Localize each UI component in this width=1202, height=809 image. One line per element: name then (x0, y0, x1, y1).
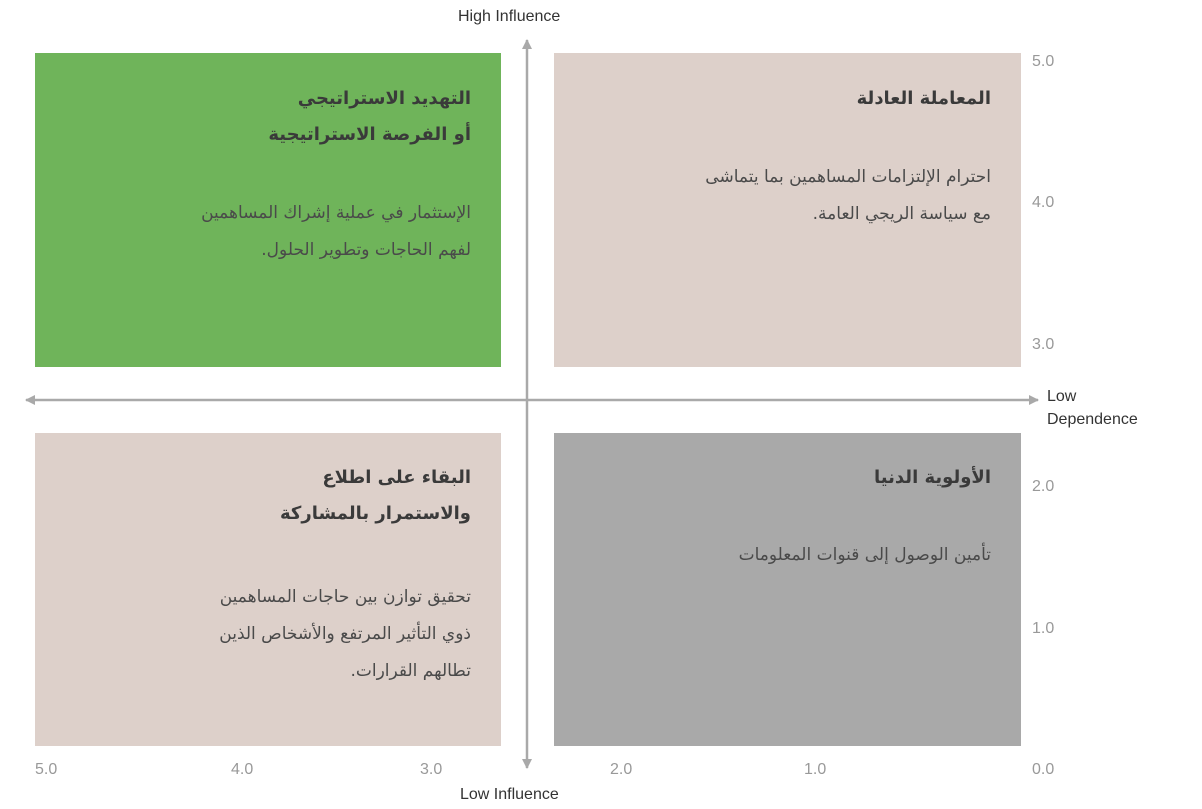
quadrant-body: تحقيق توازن بين حاجات المساهمين ذوي التأ… (219, 579, 471, 690)
y-tick-label: 5.0 (1032, 53, 1055, 70)
dependence-label-line: Low (1047, 388, 1077, 405)
body-line: لفهم الحاجات وتطوير الحلول. (261, 240, 471, 260)
title-line: البقاء على اطلاع (322, 467, 471, 488)
body-line: تحقيق توازن بين حاجات المساهمين (219, 587, 471, 607)
title-line: والاستمرار بالمشاركة (279, 503, 471, 524)
x-tick-label: 1.0 (804, 761, 827, 778)
quadrant-fair-treatment: المعاملة العادلة احترام الإلتزامات المسا… (554, 53, 1021, 367)
body-line: ذوي التأثير المرتفع والأشخاص الذين (219, 624, 471, 644)
y-tick-label: 1.0 (1032, 620, 1055, 637)
body-line: الإستثمار في عملية إشراك المساهمين (201, 203, 471, 223)
y-tick-label: 4.0 (1032, 194, 1055, 211)
title-line: التهديد الاستراتيجي (297, 88, 471, 109)
quadrant-title: التهديد الاستراتيجي أو الفرصة الاستراتيج… (268, 81, 471, 153)
x-tick-label: 4.0 (231, 761, 254, 778)
y-tick-label: 3.0 (1032, 336, 1055, 353)
quadrant-body: الإستثمار في عملية إشراك المساهمين لفهم … (201, 195, 471, 269)
quadrant-keep-informed: البقاء على اطلاع والاستمرار بالمشاركة تح… (35, 433, 501, 746)
quadrant-body: تأمين الوصول إلى قنوات المعلومات (739, 537, 991, 574)
x-tick-label: 2.0 (610, 761, 633, 778)
x-tick-label: 5.0 (35, 761, 58, 778)
quadrant-title: البقاء على اطلاع والاستمرار بالمشاركة (280, 460, 471, 532)
body-line: احترام الإلتزامات المساهمين بما يتماشى (705, 167, 991, 187)
quadrant-title: المعاملة العادلة (857, 81, 991, 117)
quadrant-strategic-threat: التهديد الاستراتيجي أو الفرصة الاستراتيج… (35, 53, 501, 367)
title-line: الأولوية الدنيا (874, 467, 991, 488)
low-influence-label: Low Influence (460, 786, 559, 803)
title-line: أو الفرصة الاستراتيجية (268, 124, 471, 145)
x-tick-label: 3.0 (420, 761, 443, 778)
dependence-label-line: Dependence (1047, 411, 1138, 428)
quadrant-lowest-priority: الأولوية الدنيا تأمين الوصول إلى قنوات ا… (554, 433, 1021, 746)
body-line: تطالهم القرارات. (350, 661, 471, 681)
y-tick-label: 0.0 (1032, 761, 1055, 778)
high-influence-label: High Influence (458, 8, 561, 25)
body-line: مع سياسة الريجي العامة. (812, 204, 991, 224)
body-line: تأمين الوصول إلى قنوات المعلومات (738, 545, 991, 565)
quadrant-title: الأولوية الدنيا (874, 460, 991, 496)
low-dependence-label: Low Dependence (1047, 385, 1138, 431)
y-tick-label: 2.0 (1032, 478, 1055, 495)
title-line: المعاملة العادلة (856, 88, 991, 109)
quadrant-body: احترام الإلتزامات المساهمين بما يتماشى م… (705, 159, 991, 233)
